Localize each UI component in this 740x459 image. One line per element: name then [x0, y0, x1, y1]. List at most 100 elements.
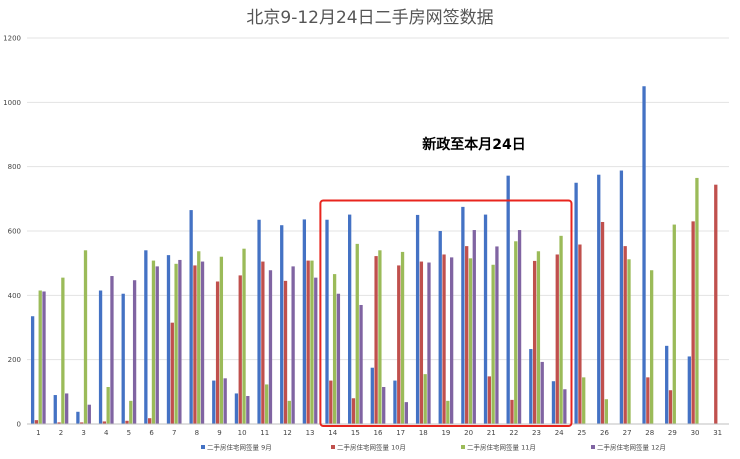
bar [166, 255, 171, 425]
bar [461, 206, 465, 425]
bar [687, 356, 691, 424]
bar [332, 274, 337, 424]
x-tick-label: 30 [691, 429, 700, 437]
bar [223, 378, 227, 424]
bar [155, 266, 159, 424]
gridlines [27, 37, 729, 361]
bar [302, 219, 307, 424]
bar [536, 251, 541, 424]
x-tick-label: 29 [668, 429, 677, 437]
legend: 二手房住宅网签量 9月 二手房住宅网签量 10月 二手房住宅网签量 11月 二手房住宅… [201, 443, 666, 452]
bar [404, 402, 408, 424]
bar [261, 261, 265, 424]
bar [438, 231, 442, 424]
bar [144, 250, 148, 424]
x-tick-label: 1 [36, 429, 40, 437]
bar [215, 281, 220, 424]
bar [491, 264, 495, 424]
x-tick-label: 16 [374, 429, 383, 437]
y-tick-label: 1200 [3, 35, 21, 43]
x-tick-label: 23 [532, 429, 541, 437]
bar [102, 421, 107, 424]
y-tick-label: 800 [8, 163, 21, 171]
bar [559, 235, 563, 424]
bar [714, 184, 718, 424]
bar [668, 390, 673, 424]
annotation-text: 新政至本月24日 [422, 136, 525, 153]
bar [265, 384, 269, 424]
legend-swatch [461, 445, 465, 449]
bar [351, 398, 356, 424]
bar [582, 377, 586, 424]
legend-swatch [331, 445, 335, 449]
x-tick-label: 7 [172, 429, 176, 437]
y-axis-ticks: 0 200 400 600 800 1000 1200 [3, 35, 21, 429]
bar [419, 261, 424, 424]
x-tick-label: 28 [645, 429, 654, 437]
bar [472, 230, 476, 424]
bar [600, 221, 605, 424]
bar [325, 219, 329, 424]
x-tick-label: 9 [217, 429, 221, 437]
bar [200, 261, 205, 424]
y-tick-label: 200 [8, 356, 21, 364]
bar [57, 422, 61, 424]
legend-label: 二手房住宅网签量 10月 [337, 443, 406, 452]
bar [623, 246, 627, 424]
bar [238, 275, 242, 424]
bar [619, 170, 624, 424]
bar [691, 221, 695, 424]
bar [148, 418, 152, 424]
x-tick-label: 2 [59, 429, 63, 437]
bar [378, 250, 382, 424]
bar [151, 260, 156, 424]
bar [510, 399, 514, 425]
bar [53, 395, 57, 424]
bar [336, 293, 341, 424]
x-tick-label: 25 [577, 429, 586, 437]
x-tick-label: 10 [238, 429, 247, 437]
bar [649, 270, 654, 424]
bar [517, 230, 522, 424]
bar [446, 400, 450, 424]
x-tick-label: 24 [555, 429, 564, 437]
bar [427, 262, 431, 424]
bar [219, 256, 224, 424]
bar [672, 224, 676, 424]
bar [597, 174, 601, 424]
x-tick-label: 20 [464, 429, 473, 437]
bar [506, 175, 510, 424]
x-tick-label: 4 [104, 429, 109, 437]
bar [291, 266, 295, 424]
legend-label: 二手房住宅网签量 9月 [207, 443, 272, 452]
x-tick-label: 17 [396, 429, 405, 437]
bar [189, 210, 193, 424]
bar [555, 254, 559, 424]
bar [514, 241, 518, 424]
bar [393, 380, 397, 424]
bar [132, 280, 137, 424]
x-tick-label: 11 [260, 429, 269, 437]
x-tick-label: 15 [351, 429, 360, 437]
bar [355, 243, 359, 424]
bar [314, 277, 318, 424]
bar [98, 290, 103, 424]
bar [604, 399, 608, 424]
bar [246, 396, 250, 424]
bar [34, 420, 39, 424]
x-tick-label: 19 [441, 429, 450, 437]
x-tick-label: 12 [283, 429, 292, 437]
x-tick-label: 27 [623, 429, 632, 437]
bar [268, 270, 273, 424]
chart-title: 北京9-12月24日二手房网签数据 [246, 8, 493, 28]
bar [695, 177, 699, 424]
x-tick-label: 13 [306, 429, 315, 437]
bar [212, 380, 216, 424]
bar [257, 219, 261, 424]
bar [42, 291, 46, 424]
bar [382, 387, 386, 424]
bar [178, 259, 182, 424]
bar [540, 361, 544, 424]
bar [423, 374, 427, 424]
y-tick-label: 400 [8, 292, 21, 300]
